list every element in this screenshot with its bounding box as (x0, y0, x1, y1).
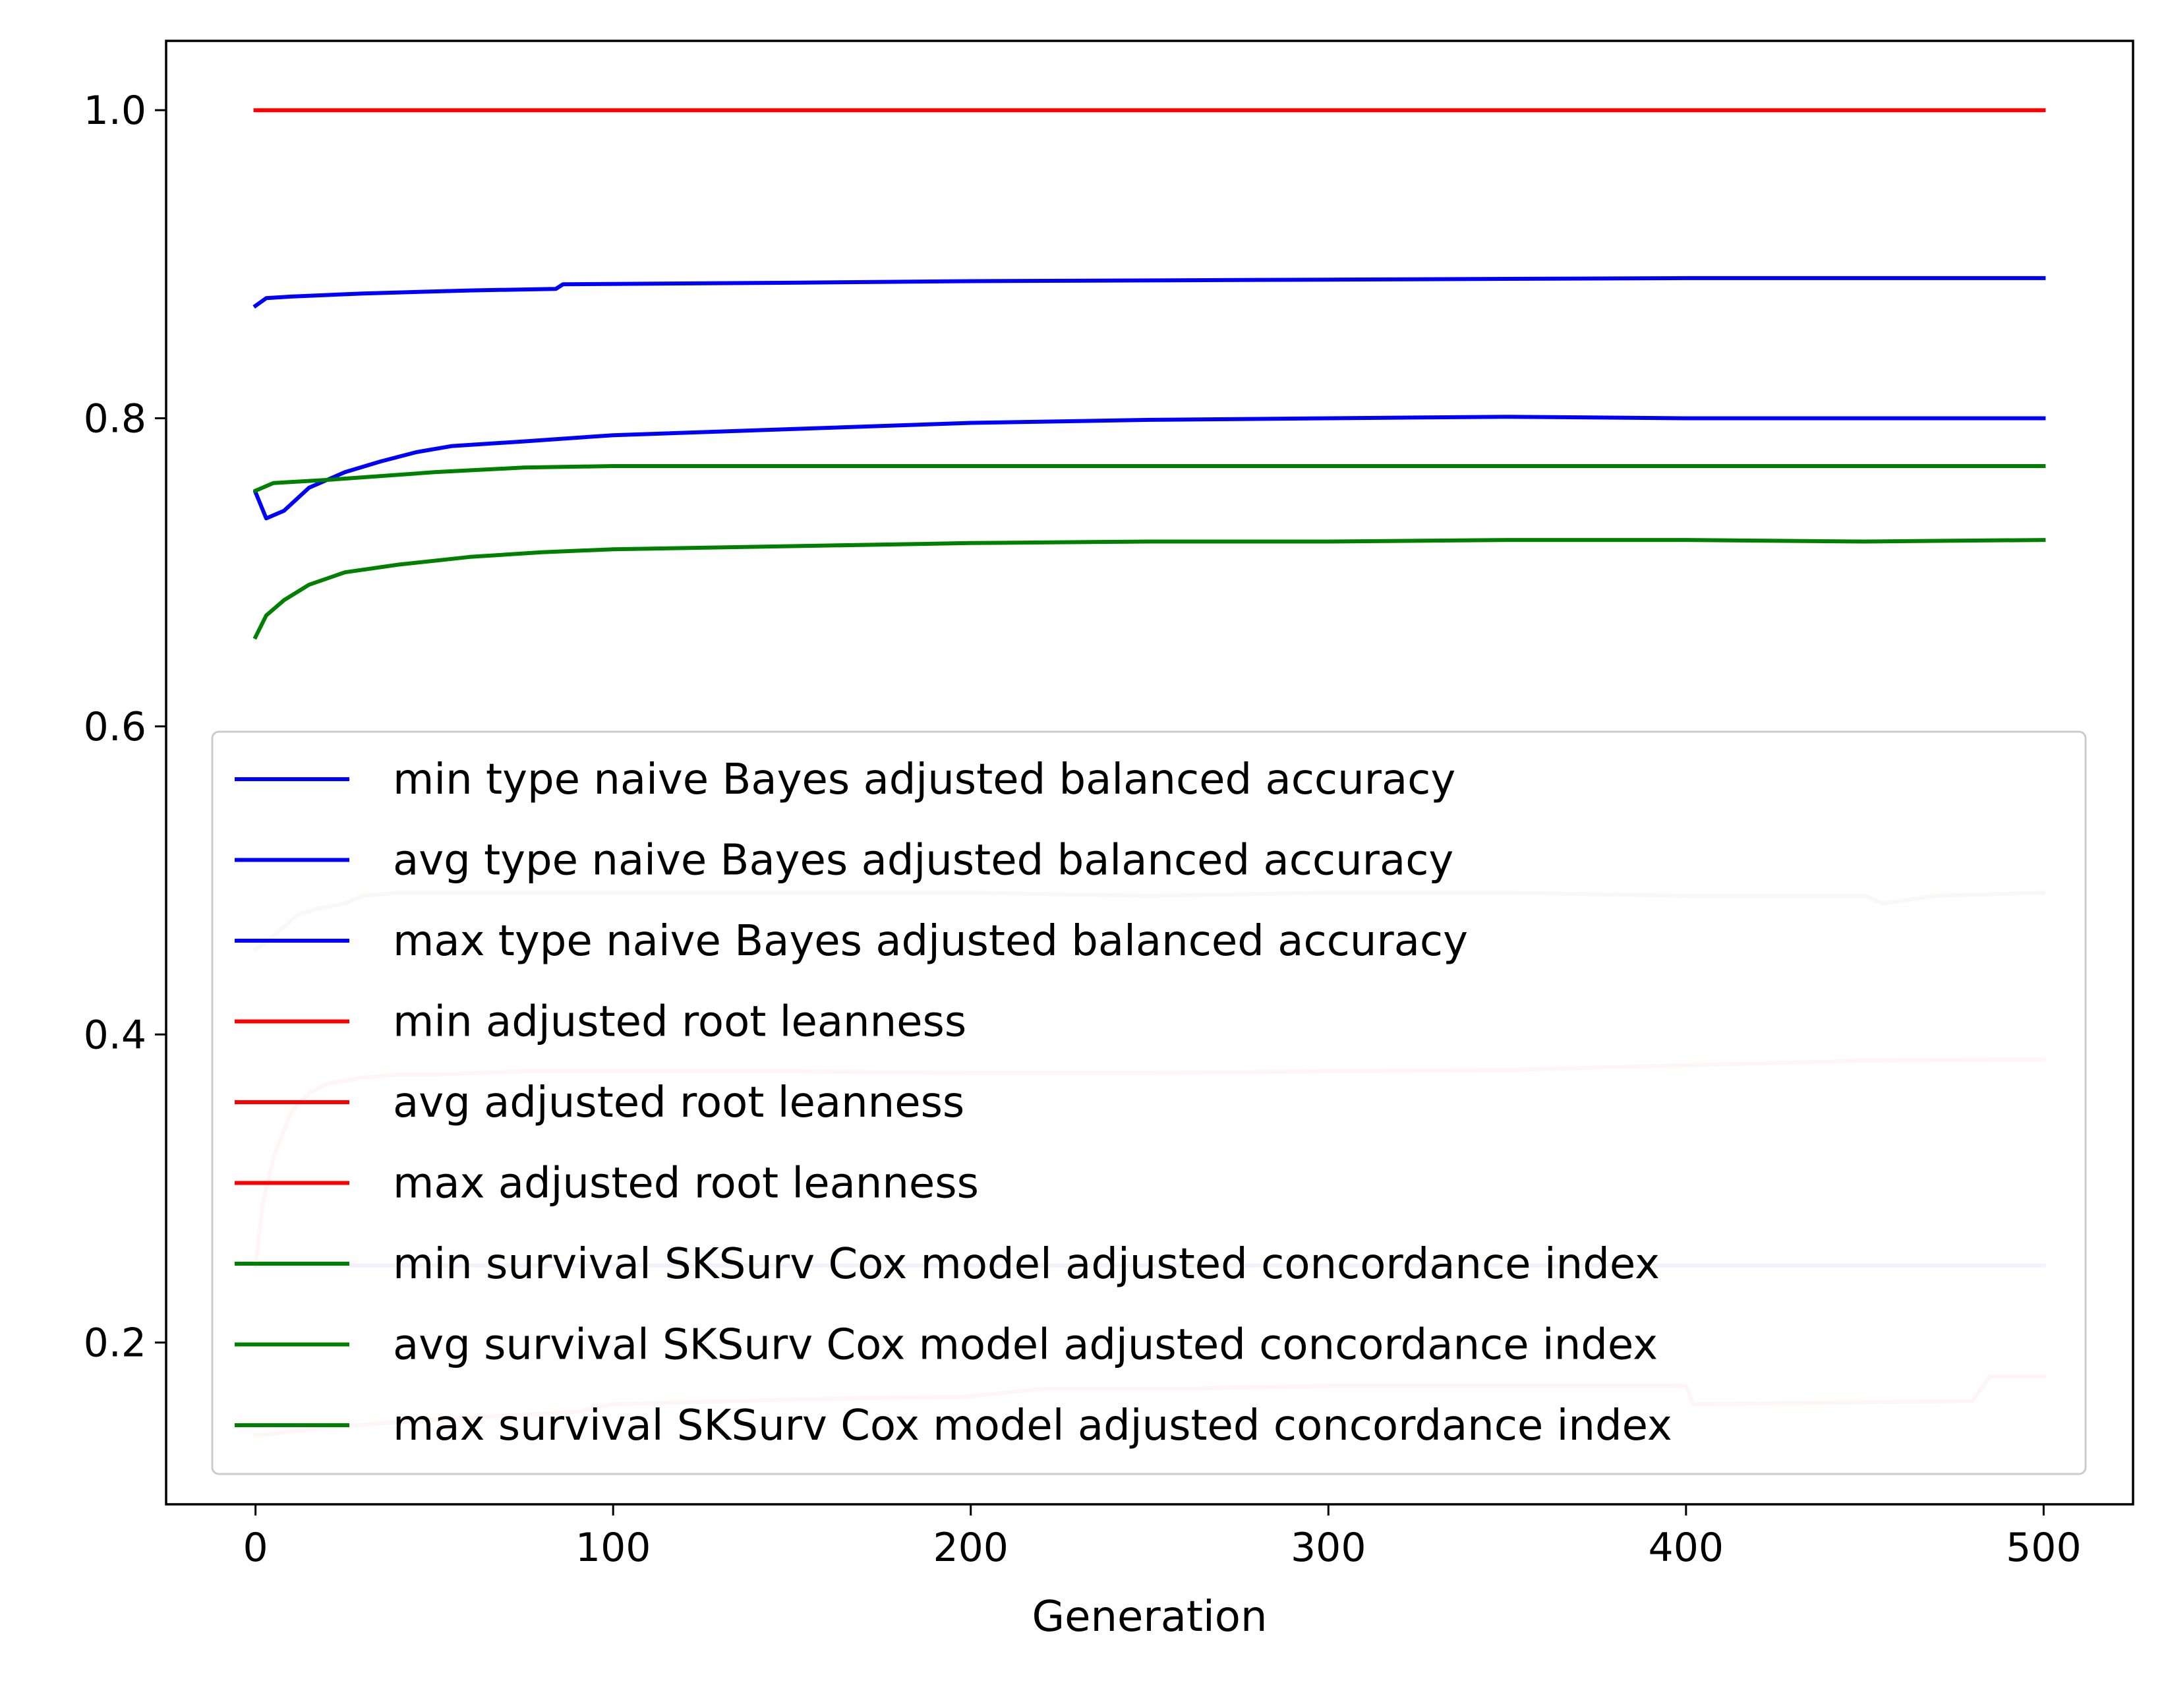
y-tick-label: 1.0 (84, 88, 146, 134)
legend-entry-label: max survival SKSurv Cox model adjusted c… (393, 1401, 1672, 1450)
y-tick-label: 0.2 (84, 1320, 146, 1367)
legend-entry-label: avg type naive Bayes adjusted balanced a… (393, 837, 1453, 885)
legend-frame (211, 730, 2087, 1475)
legend-entry-label: avg adjusted root leanness (393, 1078, 964, 1127)
legend-entry-label: max adjusted root leanness (393, 1160, 979, 1208)
series-line-1 (252, 415, 2046, 521)
x-axis: 0 100 200 300 400 500 (243, 1504, 2082, 1571)
x-tick-label: 200 (933, 1525, 1009, 1571)
series-line-2 (252, 276, 2046, 309)
x-axis-label: Generation (1032, 1593, 1267, 1641)
series-line-7 (252, 538, 2046, 640)
series-line-8 (252, 464, 2046, 494)
y-axis: 0.2 0.4 0.6 0.8 1.0 (84, 88, 166, 1367)
legend: min type naive Bayes adjusted balanced a… (211, 730, 2087, 1475)
x-tick-label: 400 (1649, 1525, 1724, 1571)
x-tick-label: 500 (2006, 1525, 2082, 1571)
y-tick-label: 0.4 (84, 1012, 146, 1058)
legend-entry-label: min adjusted root leanness (393, 998, 966, 1047)
y-tick-label: 0.8 (84, 396, 146, 442)
plot-area-frame (165, 40, 2134, 1506)
x-tick-label: 300 (1291, 1525, 1366, 1571)
legend-entry-label: max type naive Bayes adjusted balanced a… (393, 917, 1468, 966)
legend-entry-label: avg survival SKSurv Cox model adjusted c… (393, 1321, 1658, 1370)
x-tick-label: 0 (243, 1525, 268, 1571)
legend-entry-label: min survival SKSurv Cox model adjusted c… (393, 1240, 1660, 1289)
y-tick-label: 0.6 (84, 704, 146, 750)
legend-entry-label: min type naive Bayes adjusted balanced a… (393, 755, 1455, 804)
x-tick-label: 100 (575, 1525, 651, 1571)
